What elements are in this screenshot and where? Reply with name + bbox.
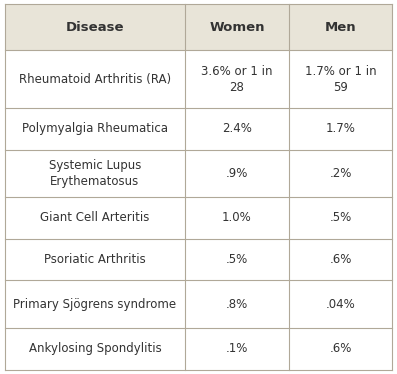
Text: Ankylosing Spondylitis: Ankylosing Spondylitis: [29, 342, 161, 355]
Bar: [289, 197, 392, 239]
Text: .5%: .5%: [330, 211, 352, 224]
Bar: [185, 280, 289, 328]
Text: Men: Men: [325, 21, 356, 34]
Text: 1.7%: 1.7%: [326, 122, 355, 135]
Bar: [185, 50, 289, 108]
Text: .5%: .5%: [226, 253, 248, 266]
Bar: [5, 150, 185, 197]
Bar: [185, 328, 289, 370]
Bar: [185, 197, 289, 239]
Text: 2.4%: 2.4%: [222, 122, 252, 135]
Bar: [5, 108, 185, 150]
Text: .04%: .04%: [326, 298, 355, 311]
Text: .2%: .2%: [329, 167, 352, 180]
Text: Women: Women: [209, 21, 265, 34]
Bar: [5, 328, 185, 370]
Text: 3.6% or 1 in
28: 3.6% or 1 in 28: [201, 65, 273, 94]
Bar: [5, 280, 185, 328]
Text: 1.0%: 1.0%: [222, 211, 252, 224]
Text: Disease: Disease: [66, 21, 124, 34]
Bar: [289, 239, 392, 280]
Bar: [289, 150, 392, 197]
Bar: [185, 239, 289, 280]
Bar: [5, 4, 185, 50]
Text: .6%: .6%: [329, 342, 352, 355]
Bar: [5, 197, 185, 239]
Bar: [185, 150, 289, 197]
Bar: [5, 50, 185, 108]
Text: Primary Sjögrens syndrome: Primary Sjögrens syndrome: [13, 298, 177, 311]
Text: Giant Cell Arteritis: Giant Cell Arteritis: [40, 211, 150, 224]
Bar: [289, 4, 392, 50]
Text: 1.7% or 1 in
59: 1.7% or 1 in 59: [304, 65, 376, 94]
Bar: [185, 108, 289, 150]
Text: .6%: .6%: [329, 253, 352, 266]
Text: Polymyalgia Rheumatica: Polymyalgia Rheumatica: [22, 122, 168, 135]
Bar: [185, 4, 289, 50]
Text: Rheumatoid Arthritis (RA): Rheumatoid Arthritis (RA): [19, 73, 171, 86]
Text: Systemic Lupus
Erythematosus: Systemic Lupus Erythematosus: [49, 159, 141, 188]
Bar: [289, 328, 392, 370]
Bar: [289, 50, 392, 108]
Text: .8%: .8%: [226, 298, 248, 311]
Bar: [289, 280, 392, 328]
Text: .9%: .9%: [226, 167, 248, 180]
Bar: [289, 108, 392, 150]
Text: .1%: .1%: [226, 342, 248, 355]
Text: Psoriatic Arthritis: Psoriatic Arthritis: [44, 253, 146, 266]
Bar: [5, 239, 185, 280]
